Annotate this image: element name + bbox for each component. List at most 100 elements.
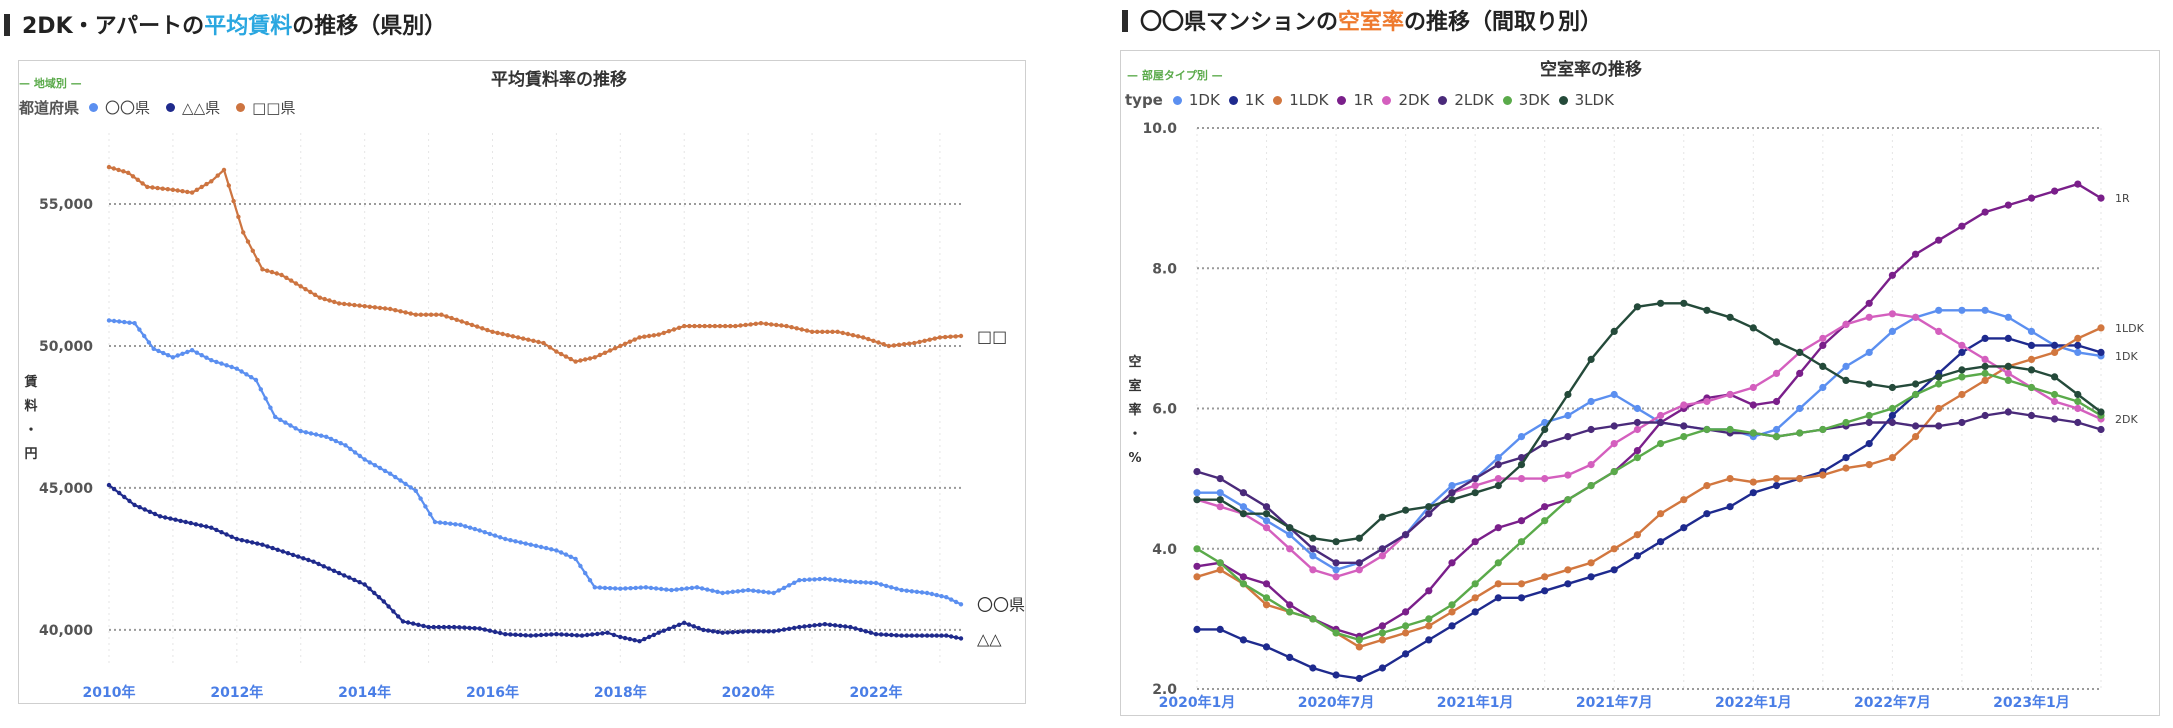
data-point (418, 312, 424, 317)
rent-chart-title: 平均賃料率の推移 (491, 70, 627, 90)
data-point (193, 522, 199, 527)
data-point (1819, 383, 1827, 392)
data-point (927, 337, 932, 342)
data-point (1865, 461, 1873, 469)
data-point (622, 341, 628, 346)
data-point (367, 460, 372, 465)
data-point (638, 585, 643, 590)
data-point (1355, 534, 1363, 542)
data-point (1819, 425, 1827, 434)
legend-item-3ldk[interactable]: 3LDK (1558, 91, 1614, 109)
data-point (518, 540, 523, 545)
data-point (209, 525, 214, 530)
legend-item-1dk[interactable]: 1DK (1172, 91, 1220, 109)
data-point (583, 357, 588, 362)
legend-item-shikaku[interactable]: □□県 (236, 97, 295, 118)
data-point (1541, 425, 1549, 434)
legend-item-1ldk[interactable]: 1LDK (1273, 91, 1328, 109)
data-point (449, 315, 454, 321)
data-point (929, 591, 935, 597)
data-point (1633, 425, 1641, 434)
series-line (1196, 182, 2102, 638)
data-point (1541, 440, 1549, 448)
data-point (786, 626, 792, 631)
data-point (111, 486, 117, 492)
data-point (1216, 559, 1224, 567)
data-point (1425, 510, 1433, 518)
data-point (372, 590, 377, 596)
data-point (441, 624, 447, 630)
data-point (691, 624, 696, 629)
legend-item-2dk[interactable]: 2DK (1382, 91, 1429, 109)
data-point (1378, 636, 1386, 644)
data-point (1517, 433, 1526, 441)
data-point (563, 354, 569, 359)
data-point (1193, 625, 1201, 634)
legend-item-2ldk[interactable]: 2LDK (1438, 91, 1494, 109)
data-point (1494, 594, 1502, 602)
data-point (692, 323, 697, 329)
data-point (1958, 306, 1966, 314)
data-point (659, 586, 664, 592)
legend-item-sankaku[interactable]: △△県 (166, 97, 220, 118)
data-point (827, 577, 833, 582)
data-point (1912, 390, 1920, 399)
data-point (894, 633, 899, 638)
data-point (1935, 380, 1943, 388)
rent-chart-panel: — 地域別 — 平均賃料率の推移 都道府県 〇〇県 △△県 □□県 賃 料 ・ … (18, 60, 1026, 704)
data-point (1286, 601, 1294, 609)
data-point (1286, 545, 1294, 553)
data-point (175, 353, 180, 358)
legend-label: □□県 (252, 99, 296, 117)
data-point (628, 586, 633, 591)
data-point (723, 323, 728, 329)
data-point (1796, 369, 1804, 377)
data-point (939, 633, 944, 638)
data-point (838, 623, 843, 629)
data-point (1471, 608, 1479, 616)
ylabel-char: 円 (24, 447, 38, 462)
data-point (1981, 362, 1989, 370)
data-point (623, 586, 628, 591)
data-point (352, 450, 358, 455)
data-point (1355, 559, 1363, 567)
data-point (761, 629, 766, 634)
data-point (549, 632, 554, 637)
data-point (1657, 440, 1665, 448)
data-point (730, 589, 735, 594)
data-point (1193, 496, 1201, 504)
data-point (316, 561, 321, 567)
y-tick-label: 6.0 (1152, 402, 1177, 418)
data-point (464, 321, 470, 326)
data-point (812, 623, 817, 628)
legend-item-3dk[interactable]: 3DK (1502, 91, 1550, 109)
data-point (776, 588, 781, 593)
data-point (676, 325, 682, 330)
data-point (467, 525, 473, 530)
data-point (682, 323, 687, 329)
data-point (712, 323, 718, 329)
data-point (523, 633, 528, 638)
data-point (725, 630, 730, 635)
data-point (2097, 348, 2105, 356)
data-point (477, 626, 482, 631)
data-point (1378, 629, 1386, 637)
legend-item-1k[interactable]: 1K (1228, 91, 1264, 109)
legend-item-maru[interactable]: 〇〇県 (89, 97, 150, 118)
legend-item-1r[interactable]: 1R (1337, 91, 1373, 109)
data-point (792, 580, 797, 585)
data-point (214, 527, 219, 533)
data-point (932, 336, 937, 341)
data-point (863, 580, 868, 585)
data-point (2097, 324, 2105, 332)
data-point (367, 304, 372, 309)
data-point (1703, 425, 1711, 434)
series-line (1196, 372, 2102, 642)
x-tick-label: 2023年1月 (1993, 694, 2070, 711)
data-point (720, 630, 725, 635)
data-point (367, 586, 372, 591)
data-point (595, 631, 600, 637)
data-point (1541, 503, 1549, 511)
data-point (1772, 369, 1781, 377)
data-point (817, 622, 822, 627)
